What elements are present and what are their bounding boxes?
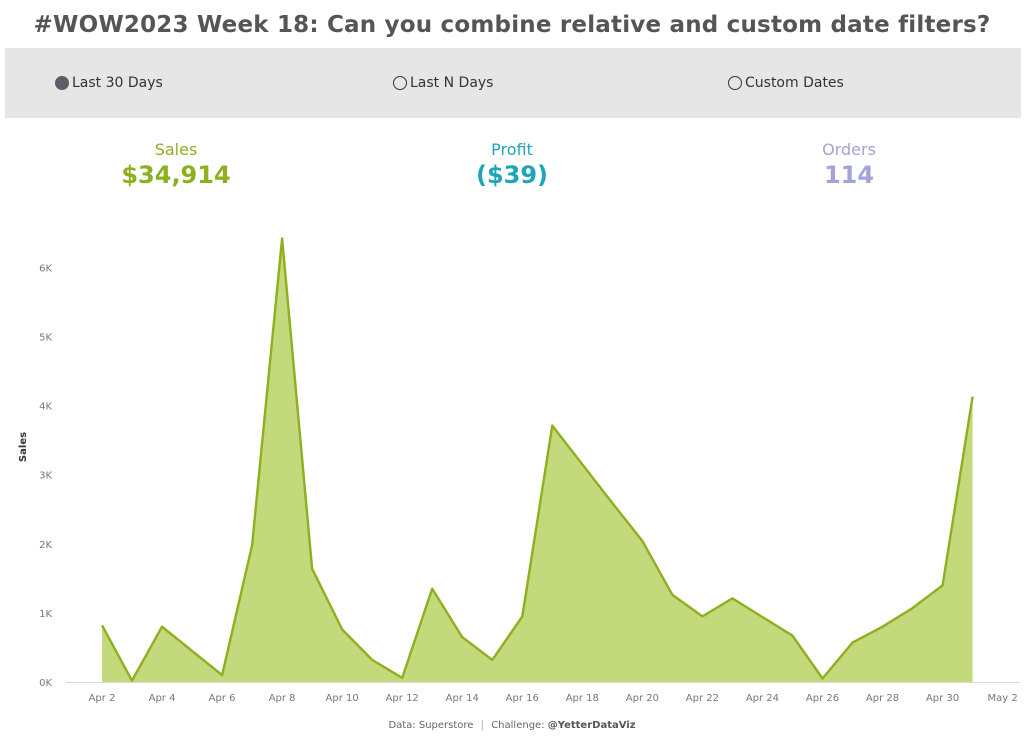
sales-data-point[interactable] [970, 394, 976, 400]
y-tick-label: 5K [39, 333, 52, 344]
footer-separator: | [480, 720, 485, 731]
sales-line [100, 237, 974, 682]
y-axis-title: Sales [18, 432, 29, 462]
kpi-sales-value: $34,914 [121, 161, 231, 189]
radio-selected-icon [55, 76, 69, 90]
x-tick-label: May 2 [987, 693, 1017, 704]
sales-area-fill [102, 238, 973, 682]
kpi-orders-value: 114 [823, 161, 875, 189]
sales-data-point[interactable] [309, 566, 315, 572]
sales-data-point[interactable] [729, 595, 735, 601]
sales-data-point[interactable] [519, 613, 525, 619]
x-tick-label: Apr 4 [149, 693, 176, 704]
x-tick-label: Apr 2 [89, 693, 116, 704]
sales-data-point[interactable] [219, 672, 225, 678]
footer-challenge-label: Challenge: [491, 720, 545, 731]
sales-data-point[interactable] [159, 624, 165, 630]
sales-data-point[interactable] [489, 657, 495, 663]
sales-data-point[interactable] [639, 538, 645, 544]
sales-data-point[interactable] [399, 675, 405, 681]
y-tick-label: 2K [39, 540, 52, 551]
kpi-orders: Orders 114 [729, 140, 969, 189]
x-tick-label: Apr 8 [269, 693, 296, 704]
footer-source: Data: Superstore [388, 720, 474, 731]
radio-last-n-days[interactable]: Last N Days [393, 75, 493, 91]
y-tick-label: 6K [39, 263, 52, 274]
radio-empty-icon [728, 76, 742, 90]
sales-data-point[interactable] [850, 640, 856, 646]
y-tick-label: 0K [39, 678, 52, 689]
sales-data-point[interactable] [789, 633, 795, 639]
footer-author-handle[interactable]: @YetterDataViz [547, 720, 636, 731]
x-tick-label: Apr 20 [626, 693, 659, 704]
kpi-profit-label: Profit [491, 140, 533, 159]
sales-data-point[interactable] [459, 634, 465, 640]
radio-custom-dates[interactable]: Custom Dates [728, 75, 844, 91]
radio-empty-icon [393, 76, 407, 90]
y-tick-label: 3K [39, 471, 52, 482]
sales-data-point[interactable] [549, 423, 555, 429]
sales-area-chart[interactable]: Sales 0K 1K 2K 3K 4K 5K 6K Apr 2 Apr 4 Apr 6 Apr 8 A… [0, 200, 1024, 720]
sales-data-point[interactable] [369, 657, 375, 663]
kpi-sales: Sales $34,914 [56, 140, 296, 189]
x-tick-label: Apr 22 [686, 693, 719, 704]
sales-data-point[interactable] [880, 624, 886, 630]
x-tick-label: Apr 14 [446, 693, 479, 704]
radio-label: Last N Days [410, 75, 494, 91]
x-tick-label: Apr 10 [326, 693, 359, 704]
sales-data-point[interactable] [189, 648, 195, 654]
sales-data-point[interactable] [819, 676, 825, 682]
kpi-orders-label: Orders [822, 140, 876, 159]
y-tick-label: 1K [39, 609, 52, 620]
sales-data-point[interactable] [759, 614, 765, 620]
sales-data-point[interactable] [910, 605, 916, 611]
sales-data-point[interactable] [579, 461, 585, 467]
page-title: #WOW2023 Week 18: Can you combine relati… [33, 12, 991, 38]
sales-data-point[interactable] [339, 626, 345, 632]
kpi-sales-label: Sales [154, 140, 198, 159]
x-tick-label: Apr 12 [386, 693, 419, 704]
kpi-profit: Profit ($39) [392, 140, 632, 189]
sales-data-point[interactable] [669, 592, 675, 598]
x-tick-label: Apr 6 [209, 693, 236, 704]
x-tick-label: Apr 28 [866, 693, 899, 704]
sales-data-point[interactable] [940, 582, 946, 588]
sales-data-point[interactable] [609, 500, 615, 506]
x-tick-label: Apr 18 [566, 693, 599, 704]
radio-label: Custom Dates [745, 75, 844, 91]
radio-last-30-days[interactable]: Last 30 Days [55, 75, 163, 91]
sales-data-point[interactable] [279, 235, 285, 241]
date-filter-bar: Last 30 Days Last N Days Custom Dates [5, 48, 1021, 118]
footer-credits: Data: Superstore | Challenge: @YetterDat… [0, 720, 1024, 731]
y-tick-label: 4K [39, 402, 52, 413]
x-tick-label: Apr 24 [746, 693, 779, 704]
kpi-profit-value: ($39) [475, 161, 549, 189]
sales-data-point[interactable] [429, 586, 435, 592]
radio-label: Last 30 Days [72, 75, 163, 91]
sales-data-point[interactable] [99, 622, 105, 628]
x-tick-label: Apr 16 [506, 693, 539, 704]
sales-data-point[interactable] [249, 542, 255, 548]
x-tick-label: Apr 30 [926, 693, 959, 704]
sales-data-point[interactable] [699, 613, 705, 619]
x-tick-label: Apr 26 [806, 693, 839, 704]
